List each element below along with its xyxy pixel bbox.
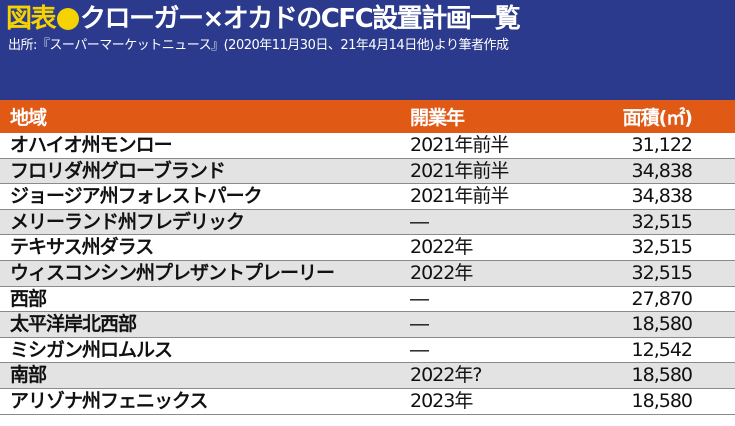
cell-year: 2021年前半	[410, 159, 509, 182]
cell-region: ウィスコンシン州プレザントプレーリー	[10, 261, 335, 284]
cell-year: 2021年前半	[410, 134, 509, 156]
table-row: メリーランド州フレデリック ― 32,515	[0, 209, 735, 236]
cell-area: 12,542	[631, 338, 693, 361]
cfc-table: 地域 開業年 面積(㎡) オハイオ州モンロー 2021年前半 31,122 フロ…	[0, 100, 735, 426]
figure-title: 図表 クローガー×オカドのCFC設置計画一覧	[6, 2, 521, 36]
cell-year: ―	[410, 313, 429, 336]
figure-header: 図表 クローガー×オカドのCFC設置計画一覧 出所:『スーパーマーケットニュース』…	[0, 0, 735, 100]
cell-region: ミシガン州ロムルス	[10, 338, 173, 361]
cell-region: アリゾナ州フェニックス	[10, 389, 208, 412]
cell-region: テキサス州ダラス	[10, 236, 154, 259]
table-row: 南部 2022年? 18,580	[0, 363, 735, 389]
table-row: フロリダ州グローブランド 2021年前半 34,838	[0, 158, 735, 185]
figure-tag: 図表	[6, 4, 57, 34]
cell-year: ―	[410, 210, 429, 233]
bullet-circle-icon	[57, 8, 80, 30]
cell-year: 2023年	[410, 389, 473, 412]
cell-year: 2022年	[410, 236, 473, 259]
table-row: 太平洋岸北西部 ― 18,580	[0, 312, 735, 338]
cell-year: ―	[410, 338, 429, 361]
cell-area: 18,580	[631, 364, 693, 387]
table-row: テキサス州ダラス 2022年 32,515	[0, 235, 735, 261]
cell-area: 34,838	[631, 185, 693, 208]
table-row: 西部 ― 27,870	[0, 287, 735, 313]
cell-area: 18,580	[631, 313, 693, 336]
cell-area: 27,870	[631, 287, 693, 310]
cell-year: 2021年前半	[410, 185, 509, 208]
column-header-region: 地域	[10, 107, 47, 129]
cell-region: ジョージア州フォレストパーク	[10, 185, 263, 208]
source-note: 出所:『スーパーマーケットニュース』(2020年11月30日、21年4月14日他…	[8, 38, 509, 53]
cell-area: 32,515	[631, 236, 693, 259]
table-row: ウィスコンシン州プレザントプレーリー 2022年 32,515	[0, 260, 735, 287]
cell-region: 西部	[10, 287, 47, 310]
cell-area: 31,122	[631, 134, 693, 156]
column-header-year: 開業年	[410, 107, 465, 129]
table-row: オハイオ州モンロー 2021年前半 31,122	[0, 133, 735, 159]
table-row: ミシガン州ロムルス ― 12,542	[0, 338, 735, 364]
cell-year: 2022年	[410, 261, 473, 284]
cell-region: オハイオ州モンロー	[10, 134, 173, 156]
cell-area: 32,515	[631, 210, 693, 233]
cell-area: 18,580	[631, 389, 693, 412]
cell-area: 32,515	[631, 261, 693, 284]
table-row: アリゾナ州フェニックス 2023年 18,580	[0, 389, 735, 415]
cell-area: 34,838	[631, 159, 693, 182]
figure-title-text: クローガー×オカドのCFC設置計画一覧	[80, 4, 521, 34]
table-header-row: 地域 開業年 面積(㎡)	[0, 100, 735, 133]
cell-region: メリーランド州フレデリック	[10, 210, 245, 233]
cell-region: 南部	[10, 364, 47, 387]
cell-region: フロリダ州グローブランド	[10, 159, 226, 182]
table-row: ジョージア州フォレストパーク 2021年前半 34,838	[0, 184, 735, 210]
cell-region: 太平洋岸北西部	[10, 313, 137, 336]
column-header-area: 面積(㎡)	[622, 107, 693, 129]
cell-year: ―	[410, 287, 429, 310]
cell-year: 2022年?	[410, 364, 482, 387]
